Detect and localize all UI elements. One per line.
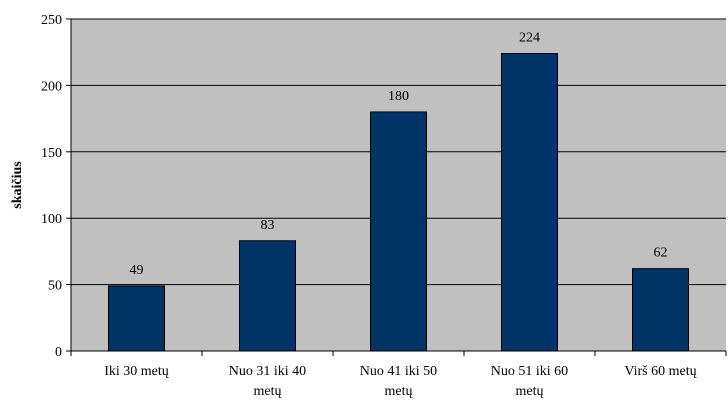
y-tick-label: 200	[41, 79, 62, 94]
bar	[501, 53, 558, 352]
y-axis-title: skaičius	[10, 161, 25, 209]
data-labels: 49 83 180 224 62	[130, 31, 668, 278]
x-tick-label: Iki 30 metų	[104, 364, 169, 379]
y-tick-label: 100	[41, 212, 62, 227]
x-tick-label: Nuo 51 iki 60 metų	[491, 364, 568, 399]
data-label: 83	[261, 218, 275, 233]
bars	[108, 53, 689, 352]
data-label: 224	[519, 31, 540, 46]
data-label: 62	[654, 246, 668, 261]
x-tick-label: Virš 60 metų	[624, 364, 696, 379]
axes	[66, 18, 727, 356]
x-tick-labels: Iki 30 metų Nuo 31 iki 40 metų Nuo 41 iki 5…	[104, 364, 696, 399]
bar	[108, 285, 165, 352]
x-tick-label: Nuo 31 iki 40 metų	[229, 364, 306, 399]
bar	[370, 111, 427, 352]
bar	[239, 240, 296, 352]
y-tick-label: 50	[48, 279, 62, 294]
data-label: 49	[130, 263, 144, 278]
x-tick-label: Nuo 41 iki 50 metų	[360, 364, 437, 399]
y-tick-label: 0	[55, 345, 62, 360]
y-tick-labels: 0 50 100 150 200 250	[41, 13, 62, 360]
bar	[632, 268, 689, 352]
data-label: 180	[388, 89, 409, 104]
y-tick-label: 250	[41, 13, 62, 28]
y-tick-label: 150	[41, 146, 62, 161]
